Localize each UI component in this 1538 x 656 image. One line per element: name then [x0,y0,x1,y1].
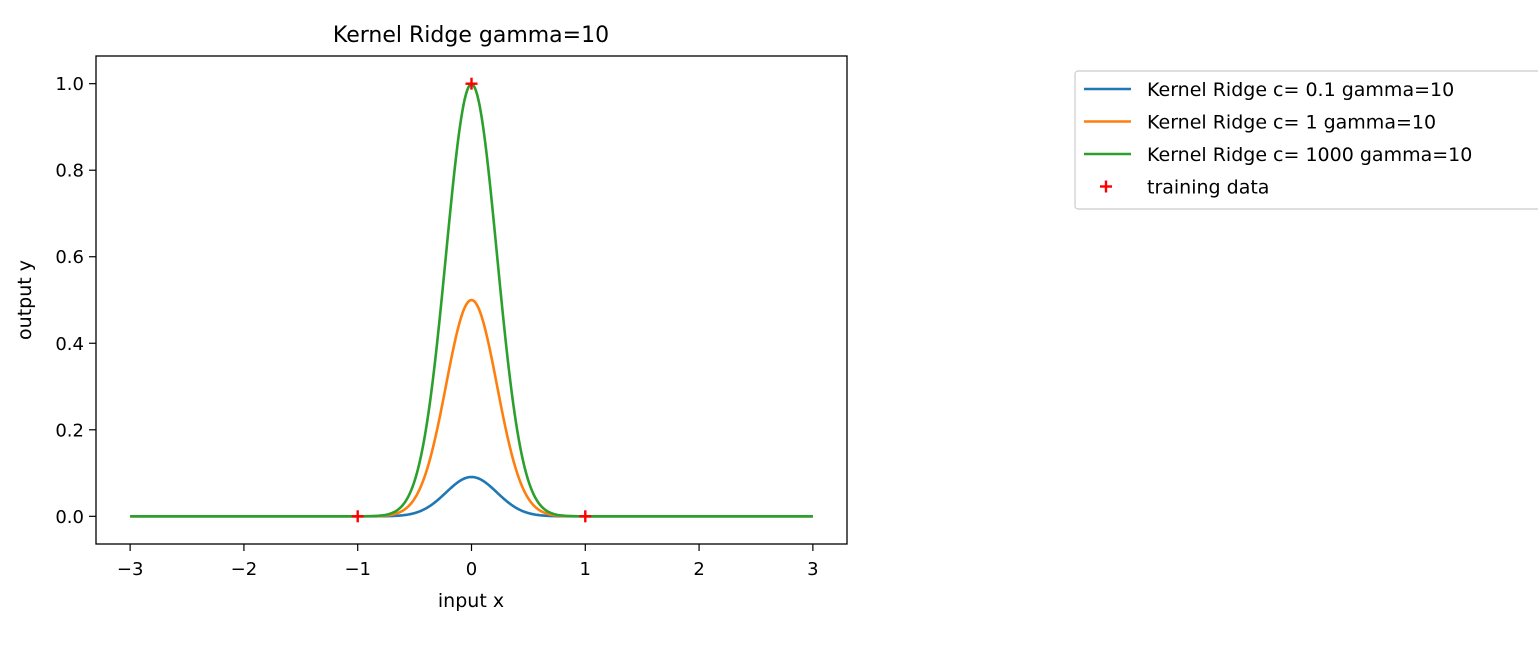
series-line-1 [129,298,814,518]
legend-label-1: Kernel Ridge c= 1 gamma=10 [1147,112,1436,134]
legend-label-training: training data [1147,177,1269,199]
x-tick-label: 2 [693,559,704,580]
training-point-1 [465,77,478,90]
x-tick-label: 3 [807,559,818,580]
series-line-0 [129,475,814,518]
chart-title: Kernel Ridge gamma=10 [333,23,609,48]
training-point-0 [351,510,364,523]
legend-label-0: Kernel Ridge c= 0.1 gamma=10 [1147,79,1454,101]
x-tick-label: −1 [344,559,371,580]
y-tick-label: 0.6 [55,247,84,268]
axes: −3 −2 −1 0 1 2 3 0.0 0.2 0.4 0.6 0.8 1.0 [55,55,848,580]
y-tick-label: 1.0 [55,74,84,95]
x-axis-title: input x [438,590,504,612]
y-tick-label: 0.0 [55,507,84,528]
y-axis-title: output y [14,260,36,340]
y-tick-label: 0.8 [55,161,84,182]
plot-area [129,77,814,523]
legend-box [1074,70,1538,210]
x-tick-label: 1 [580,559,591,580]
training-point-2 [579,510,592,523]
x-tick-label: −3 [117,559,144,580]
legend-label-2: Kernel Ridge c= 1000 gamma=10 [1147,144,1472,166]
y-tick-label: 0.2 [55,420,84,441]
x-tick-label: 0 [466,559,477,580]
legend: Kernel Ridge c= 0.1 gamma=10 Kernel Ridge… [1074,70,1538,210]
x-tick-label: −2 [231,559,258,580]
y-tick-label: 0.4 [55,334,84,355]
